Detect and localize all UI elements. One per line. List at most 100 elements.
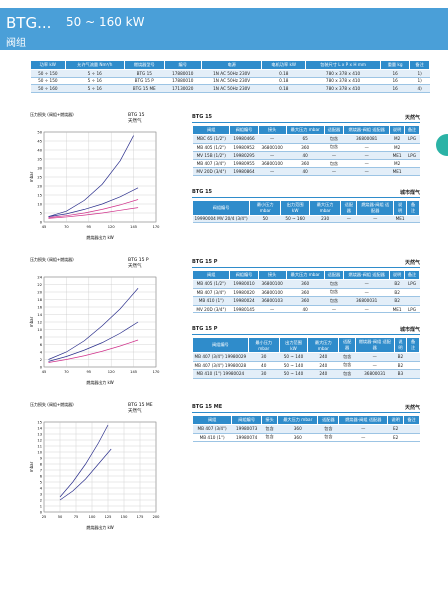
cell: ME1 (389, 151, 405, 160)
y-tick-label: 25 (37, 175, 42, 179)
chart-ylabel: 压力损失 (阀组+燃烧器) (30, 401, 74, 407)
y-tick-label: 22 (37, 283, 42, 287)
header-cell: 重量 kg (380, 60, 411, 70)
cell: 19980295 (229, 151, 259, 160)
table-block: BTG 15 ME 天然气阀组 阀组编号 接头 最大压力 mbar 适配器 燃烧器-阀组 适… (191, 404, 420, 443)
row: MV 15B (1/2") 19980295—40— — ME1 LPG (192, 151, 420, 160)
cell: 19980955 (229, 159, 259, 169)
cell: MB 410 (1") (192, 296, 230, 306)
cell: 包含 (324, 296, 344, 306)
header-row: 功率 kW 允许气流量 Nm³/h 燃烧器型号 编号 电源 电机功率 kW 包装尺寸 L x… (30, 60, 430, 70)
cell: 50 ÷ 150 (30, 77, 66, 86)
cell: 1N AC 50Hz 230V (201, 77, 262, 86)
cell: 50 (249, 215, 281, 224)
y-tick-label: 5 (40, 480, 42, 484)
curve (48, 135, 134, 217)
y-tick-label: 2 (40, 358, 42, 362)
chart-xlabel: 燃烧器出力 kW (86, 379, 114, 385)
models-table-wrap: 功率 kW 允许气流量 Nm³/h 燃烧器型号 编号 电源 电机功率 kW 包装尺寸 L x… (30, 60, 430, 93)
table-block: BTG 15 城市煤气 阀组编号 最小压力 mbar 出力范围 kW 最大压力 mbar 适… (191, 189, 420, 224)
header-cell: 备注 (406, 337, 420, 353)
cell: — (324, 167, 344, 176)
cell: 360 (277, 424, 318, 434)
header-cell: 燃烧器型号 (123, 60, 165, 70)
cell: 包含 (324, 134, 344, 144)
cell: 1) (409, 69, 430, 78)
table: 阀组编号 最小压力 mbar 出力范围 kW 最大压力 mbar 适配器 燃烧器-阀组 适… (191, 199, 420, 224)
cell: 19980145 (229, 305, 259, 314)
cell: 36800031 (343, 296, 390, 306)
cell: 包含 (324, 279, 344, 289)
x-tick-label: 125 (105, 515, 112, 519)
cell: — (324, 305, 344, 314)
row: 50 ÷ 160 5 ÷ 16 BTG 15 ME 17130020 1N AC 50H… (30, 84, 430, 93)
cell: 5 ÷ 16 (65, 84, 125, 93)
y-tick-label: 4 (40, 350, 43, 354)
header-cell: 阀组 (191, 125, 231, 135)
y-tick-label: 40 (37, 148, 42, 152)
cell: MB 407 (3/4") (192, 424, 232, 434)
cell: 360 (286, 143, 325, 153)
chart-ylabel: 压力损失 (阀组+燃烧器) (30, 111, 74, 117)
cell: MB 405 (1/2") (192, 143, 230, 153)
y-tick-label: 35 (37, 157, 42, 161)
cell: 19980020 (229, 288, 259, 298)
header-cell: 阀组编号 (191, 199, 251, 216)
row: MB 407 (3/4") 19980029 30 50 ~ 140 240 包含 — B2 (192, 352, 420, 362)
y-tick-label: 9 (40, 456, 43, 460)
cell: 30 (248, 369, 280, 379)
cell: 40 (286, 151, 325, 160)
header-row: 阀组 阀组编号 接头 最大压力 mbar 适配器 燃烧器-阀组 适配器 说明 备注 (191, 415, 420, 425)
header-cell: 出力范围 kW (280, 199, 311, 216)
cell: 30 (248, 352, 280, 362)
y-tick-label: 8 (40, 335, 43, 339)
x-tick-label: 175 (137, 515, 144, 519)
cell: — (343, 288, 390, 298)
header-cell: 适配器 (340, 199, 358, 216)
cell: MB 407 (3/4") (192, 159, 230, 169)
cell: — (258, 167, 287, 176)
header-cell: 阀组编号 (229, 125, 259, 135)
cell (404, 296, 420, 306)
y-tick-label: 14 (37, 426, 42, 430)
chart-yunit: mbar (29, 461, 34, 472)
cell: 65 (286, 134, 325, 144)
cell (406, 215, 420, 224)
cell: 36800100 (258, 279, 287, 289)
cell: 50 ~ 160 (280, 215, 310, 224)
cell: — (258, 151, 287, 160)
y-tick-label: 15 (37, 420, 42, 424)
cell: M2 (389, 143, 405, 153)
x-tick-label: 25 (42, 515, 47, 519)
table-fuel: 城市煤气 (399, 189, 420, 196)
header-cell: 说明 (389, 270, 406, 280)
cell: LPG (404, 305, 420, 314)
cell: 50 ~ 140 (279, 352, 308, 362)
cell: 包含 (338, 361, 356, 371)
table-title: BTG 15 ME (192, 404, 223, 410)
chart-ylabel: 压力损失 (阀组+燃烧器) (30, 256, 74, 262)
header-cell: 说明 (387, 415, 405, 425)
table-fuel: 天然气 (404, 405, 420, 411)
chart-yunit: mbar (29, 171, 34, 182)
header-cell: 最小压力 mbar (249, 199, 282, 216)
cell: 包含 (338, 352, 356, 362)
cell: 包含 (324, 288, 344, 298)
table-heading: BTG 15 P 城市煤气 (192, 326, 420, 335)
y-tick-label: 4 (40, 486, 43, 490)
cell: B3 (394, 369, 407, 379)
cell: B2 (394, 361, 407, 371)
cell: 360 (277, 433, 318, 443)
y-tick-label: 50 (37, 130, 42, 134)
cell: 40 (286, 167, 325, 176)
row: MB 407 (3/4") 19980028 40 50 ~ 140 240 包含 — B2 (192, 361, 420, 371)
y-tick-label: 24 (37, 275, 42, 279)
curve (48, 339, 139, 363)
cell: 19980073 (231, 424, 262, 434)
table-title: BTG 15 (192, 114, 213, 120)
cell: 50 ÷ 150 (30, 69, 66, 78)
row: MB 407 (3/4") 19980955 36800100 360 包含 — M2 (192, 159, 420, 169)
cell (406, 361, 420, 371)
cell (404, 167, 420, 176)
y-tick-label: 2 (40, 498, 42, 502)
